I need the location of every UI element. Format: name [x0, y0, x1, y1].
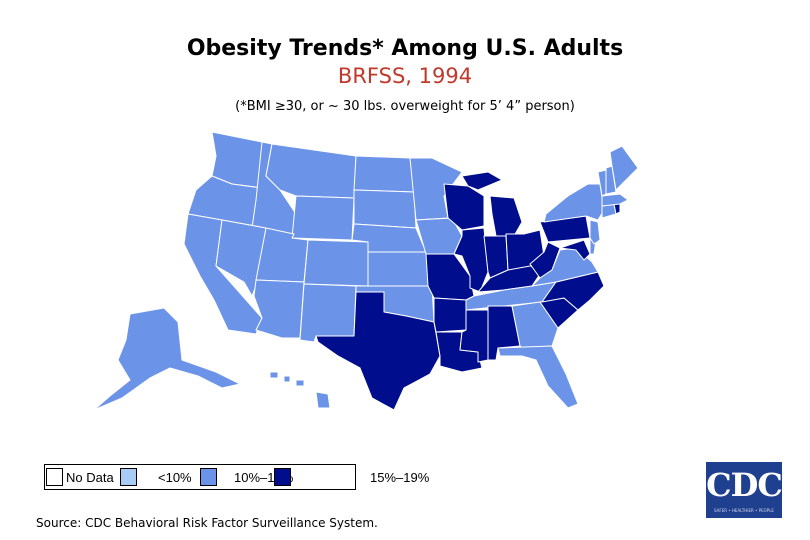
- source-note: Source: CDC Behavioral Risk Factor Surve…: [36, 516, 378, 530]
- legend-swatch-no-data: [46, 468, 63, 486]
- state-TX: [315, 291, 441, 411]
- legend-label-lt10: <10%: [158, 470, 192, 485]
- cdc-logo-tagline: SAFER • HEALTHIER • PEOPLE: [714, 508, 774, 513]
- state-MA: [601, 193, 629, 207]
- legend-label-15-19: 15%–19%: [370, 470, 430, 485]
- cdc-logo: CDC SAFER • HEALTHIER • PEOPLE: [706, 462, 783, 518]
- state-NH: [605, 165, 617, 195]
- state-SD: [353, 189, 417, 229]
- state-AK: [93, 307, 241, 411]
- state-HI: [269, 371, 331, 409]
- state-MT: [265, 143, 357, 199]
- map-title: Obesity Trends* Among U.S. Adults: [186, 36, 624, 61]
- legend-frame: [44, 464, 356, 490]
- state-ME: [609, 145, 639, 191]
- state-NY: [543, 183, 605, 223]
- legend-label-no-data: No Data: [66, 470, 114, 485]
- map-subtitle: BRFSS, 1994: [337, 64, 473, 88]
- state-NJ: [589, 219, 601, 245]
- legend-swatch-15-19: [274, 468, 291, 486]
- state-MD: [559, 239, 591, 261]
- legend-swatch-10-14: [200, 468, 217, 486]
- state-CO: [303, 239, 369, 287]
- state-KS: [367, 251, 433, 287]
- state-NM: [299, 283, 357, 343]
- state-AZ: [253, 279, 305, 339]
- state-AR: [433, 297, 467, 333]
- state-FL: [497, 345, 579, 409]
- state-ND: [353, 155, 415, 193]
- legend-swatch-lt10: [120, 468, 137, 486]
- bmi-note: (*BMI ≥30, or ~ 30 lbs. overweight for 5…: [235, 99, 575, 114]
- state-WY: [291, 195, 355, 241]
- cdc-logo-text: CDC: [706, 466, 783, 504]
